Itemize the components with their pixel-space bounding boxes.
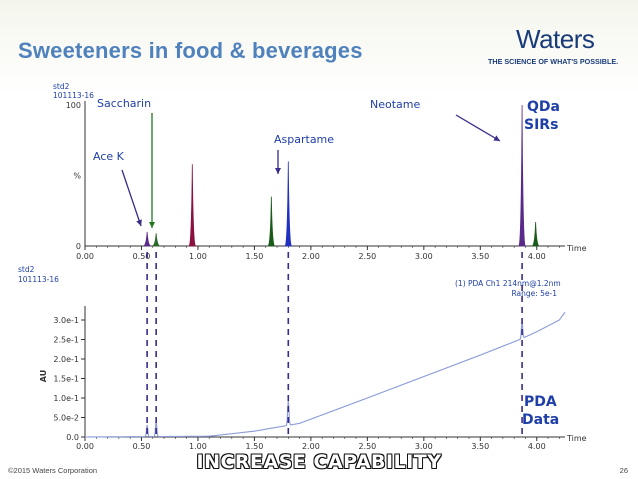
pda-y-label: AU <box>39 370 48 382</box>
pda-y-tick-label: 0.0 <box>66 433 79 442</box>
qda-x-tick-label: 2.00 <box>302 252 320 261</box>
pda-x-tick-label: 1.50 <box>246 442 264 451</box>
pda-x-label: Time <box>566 434 587 443</box>
pda-range-label: Range: 5e-1 <box>511 289 557 298</box>
pda-x-tick-label: 3.50 <box>471 442 489 451</box>
pda-x-tick-label: 0.00 <box>76 442 94 451</box>
qda-peak <box>142 231 152 247</box>
increase-capability-banner: INCREASE CAPABILITY <box>196 451 442 473</box>
pda-header-sample: std2 <box>18 265 35 274</box>
pda-x-tick-label: 4.00 <box>528 442 546 451</box>
logo-wordmark: Waters <box>516 24 595 54</box>
pda-y-tick-label: 1.5e-1 <box>53 375 79 384</box>
qda-peak <box>531 222 540 247</box>
qda-x-tick-label: 1.50 <box>246 252 264 261</box>
pda-y-tick-label: 5.0e-2 <box>53 414 79 423</box>
qda-peak <box>267 196 276 247</box>
header-band <box>0 0 638 95</box>
qda-x-tick-label: 1.00 <box>189 252 207 261</box>
label-pda: PDA <box>524 394 557 410</box>
qda-x-tick-label: 3.00 <box>415 252 433 261</box>
qda-x-tick-label: 2.50 <box>358 252 376 261</box>
label-neotame: Neotame <box>370 98 420 111</box>
pda-x-tick-label: 1.00 <box>189 442 207 451</box>
qda-y-tick-100: 100 <box>66 101 81 110</box>
qda-x-tick-label: 0.00 <box>76 252 94 261</box>
pda-y-tick-label: 3.0e-1 <box>53 316 79 325</box>
label-ace-k: Ace K <box>93 150 125 163</box>
pda-x-tick-label: 2.50 <box>358 442 376 451</box>
pda-x-tick-label: 2.00 <box>302 442 320 451</box>
qda-peak <box>151 233 161 247</box>
pda-x-tick-label: 0.50 <box>133 442 151 451</box>
qda-x-tick-label: 4.00 <box>528 252 546 261</box>
pda-x-tick-label: 3.00 <box>415 442 433 451</box>
page-number: 26 <box>619 466 628 475</box>
label-qda: QDa <box>527 99 560 115</box>
qda-peak <box>517 104 527 247</box>
pda-y-tick-label: 2.0e-1 <box>53 355 79 364</box>
pda-channel-label: (1) PDA Ch1 214nm@1.2nm <box>455 279 561 288</box>
annotation-layer: Ace K Saccharin Aspartame Neotame QDa SIRs PDA… <box>93 97 560 438</box>
copyright-footer: ©2015 Waters Corporation <box>8 466 98 475</box>
pda-y-tick-label: 1.0e-1 <box>53 394 79 403</box>
label-data: Data <box>522 412 559 428</box>
qda-peak <box>188 164 197 247</box>
qda-y-tick-percent: % <box>73 172 81 181</box>
label-aspartame: Aspartame <box>274 133 334 146</box>
arrow-ace-k <box>121 169 142 227</box>
qda-header-id: 101113-16 <box>53 91 94 100</box>
logo-tagline: THE SCIENCE OF WHAT'S POSSIBLE. <box>488 57 619 66</box>
qda-x-tick-label: 3.50 <box>471 252 489 261</box>
qda-header-sample: std2 <box>53 82 70 91</box>
slide-title: Sweeteners in food & beverages <box>18 38 363 63</box>
qda-y-tick-0: 0 <box>76 242 81 251</box>
waters-logo: Waters THE SCIENCE OF WHAT'S POSSIBLE. <box>488 24 628 66</box>
label-saccharin: Saccharin <box>97 97 151 110</box>
pda-header-id: 101113-16 <box>18 275 59 284</box>
qda-peak <box>284 161 293 247</box>
arrow-neotame <box>455 114 501 142</box>
qda-x-label: Time <box>566 244 587 253</box>
label-sirs: SIRs <box>524 117 558 133</box>
pda-trace <box>85 311 566 438</box>
qda-x-tick-label: 0.50 <box>133 252 151 261</box>
pda-y-tick-label: 2.5e-1 <box>53 336 79 345</box>
